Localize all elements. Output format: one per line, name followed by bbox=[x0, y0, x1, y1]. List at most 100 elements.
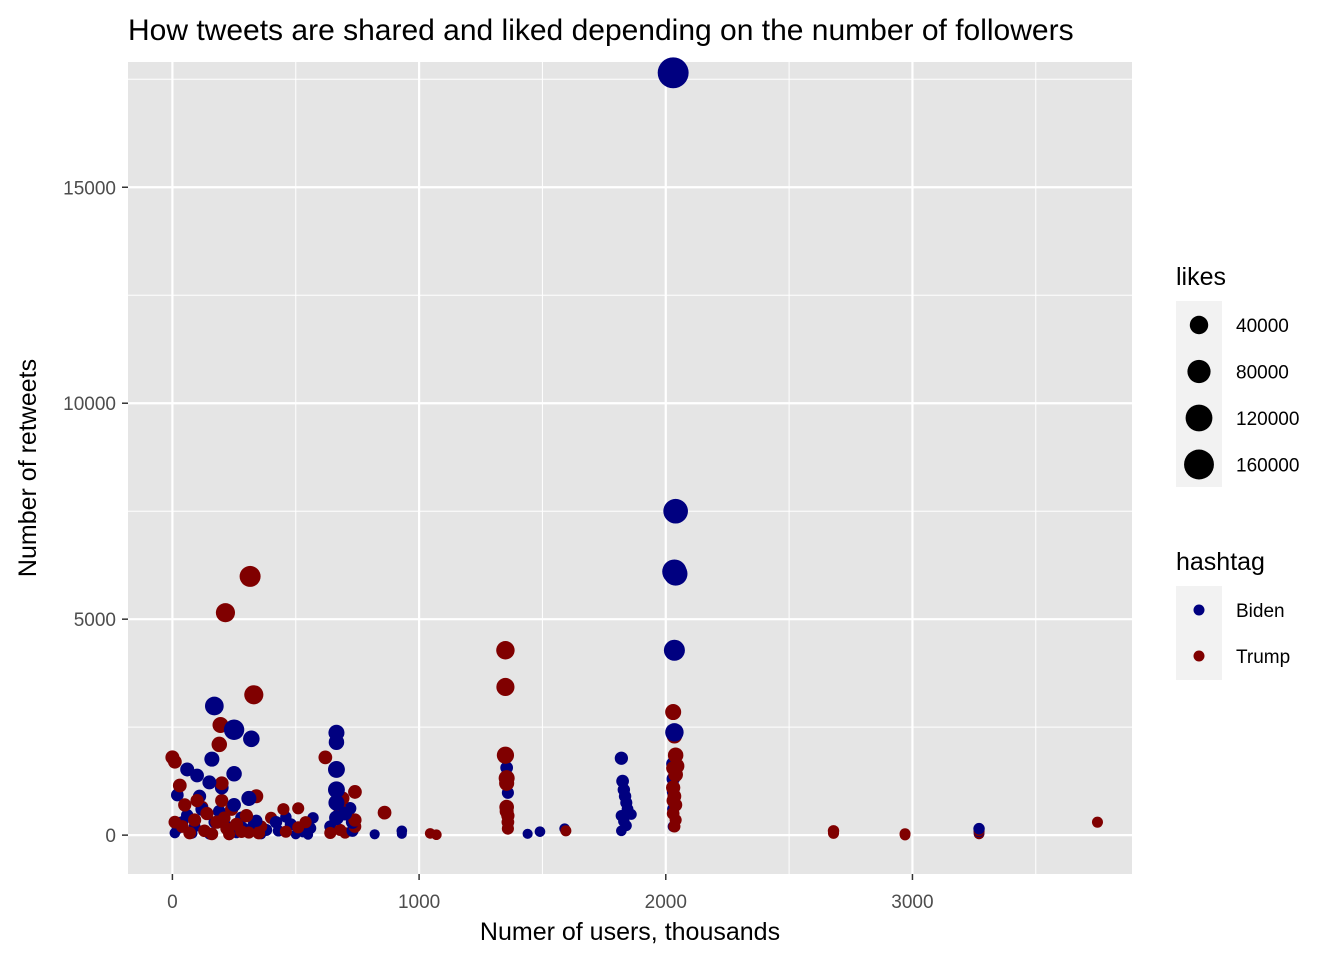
data-point-trump bbox=[292, 821, 305, 834]
data-point-trump bbox=[496, 677, 515, 697]
data-point-trump bbox=[183, 826, 197, 840]
likes-legend-key bbox=[1187, 359, 1211, 384]
data-point-trump bbox=[666, 780, 681, 795]
data-point-trump bbox=[499, 799, 514, 815]
data-point-trump bbox=[210, 815, 224, 829]
likes-legend-label: 80000 bbox=[1236, 363, 1289, 384]
data-point-biden bbox=[618, 790, 632, 803]
y-tick-label: 15000 bbox=[63, 178, 116, 199]
data-point-biden bbox=[369, 829, 380, 840]
likes-legend-label: 40000 bbox=[1236, 316, 1289, 337]
data-point-trump bbox=[560, 825, 572, 837]
hashtag-legend-key-background bbox=[1176, 586, 1222, 680]
data-point-trump bbox=[252, 826, 266, 840]
data-point-trump bbox=[214, 776, 229, 791]
data-point-trump bbox=[239, 809, 254, 823]
data-point-trump bbox=[220, 822, 234, 836]
data-point-trump bbox=[348, 785, 362, 799]
data-point-trump bbox=[168, 815, 182, 829]
data-point-trump bbox=[200, 806, 214, 821]
hashtag-legend-key-trump bbox=[1193, 650, 1205, 662]
data-point-trump bbox=[279, 825, 292, 838]
x-tick-label: 1000 bbox=[398, 892, 440, 913]
data-point-trump bbox=[334, 823, 347, 837]
data-point-biden bbox=[665, 723, 684, 742]
y-tick-label: 5000 bbox=[74, 610, 116, 631]
data-point-trump bbox=[215, 793, 229, 808]
data-point-biden bbox=[973, 822, 985, 835]
data-point-trump bbox=[899, 828, 911, 840]
data-point-biden bbox=[616, 774, 629, 788]
data-point-biden bbox=[250, 814, 263, 828]
data-point-trump bbox=[668, 820, 681, 833]
x-axis-label: Numer of users, thousands bbox=[480, 918, 780, 946]
data-point-biden bbox=[204, 751, 220, 767]
data-point-biden bbox=[396, 825, 408, 837]
data-point-biden bbox=[327, 781, 345, 799]
data-point-biden bbox=[662, 559, 687, 584]
y-tick-label: 0 bbox=[105, 826, 116, 847]
data-point-trump bbox=[377, 805, 392, 820]
data-point-biden bbox=[204, 696, 224, 716]
data-point-biden bbox=[269, 815, 283, 829]
y-tick-label: 10000 bbox=[63, 394, 116, 415]
data-point-trump bbox=[244, 685, 264, 705]
data-point-trump bbox=[229, 817, 244, 831]
data-point-trump bbox=[239, 565, 261, 587]
data-point-trump bbox=[348, 813, 362, 827]
data-point-trump bbox=[187, 813, 202, 827]
data-point-trump bbox=[667, 747, 684, 763]
data-point-biden bbox=[329, 810, 344, 826]
likes-legend-label: 160000 bbox=[1236, 456, 1299, 477]
data-point-biden bbox=[618, 815, 630, 828]
data-point-trump bbox=[205, 827, 219, 841]
major-gridlines bbox=[128, 62, 1132, 874]
data-point-biden bbox=[614, 751, 628, 765]
data-point-trump bbox=[496, 641, 515, 660]
likes-legend-key bbox=[1184, 449, 1214, 480]
data-point-biden bbox=[534, 826, 546, 837]
likes-legend-key bbox=[1185, 404, 1213, 432]
data-point-biden bbox=[223, 719, 245, 740]
data-point-trump bbox=[324, 826, 337, 840]
data-point-biden bbox=[226, 766, 242, 782]
likes-legend-key bbox=[1189, 315, 1209, 335]
plot-panel bbox=[128, 62, 1132, 874]
data-point-biden bbox=[657, 57, 689, 89]
data-point-biden bbox=[522, 828, 533, 839]
data-point-trump bbox=[498, 770, 515, 787]
data-point-biden bbox=[227, 798, 241, 812]
likes-legend-title: likes bbox=[1176, 263, 1226, 291]
data-point-trump bbox=[827, 825, 840, 837]
chart-title: How tweets are shared and liked dependin… bbox=[128, 14, 1074, 47]
data-point-trump bbox=[1091, 816, 1103, 828]
data-point-trump bbox=[215, 603, 236, 623]
y-axis-label: Number of retweets bbox=[14, 359, 42, 577]
data-point-trump bbox=[292, 802, 305, 815]
data-point-biden bbox=[663, 498, 688, 524]
likes-legend: likes 40000 80000 120000 160000 bbox=[1176, 263, 1299, 487]
data-point-biden bbox=[241, 790, 257, 806]
data-point-trump bbox=[277, 803, 290, 816]
x-tick-label: 3000 bbox=[891, 892, 933, 913]
data-point-trump bbox=[431, 829, 442, 841]
data-point-trump bbox=[178, 798, 192, 812]
data-point-biden bbox=[663, 639, 685, 661]
data-point-trump bbox=[318, 750, 333, 765]
data-point-trump bbox=[190, 793, 204, 808]
hashtag-legend-key-biden bbox=[1193, 604, 1205, 616]
data-point-biden bbox=[180, 762, 195, 777]
data-point-biden bbox=[202, 775, 217, 790]
data-point-biden bbox=[328, 794, 345, 811]
data-points bbox=[165, 57, 1103, 841]
data-point-biden bbox=[328, 724, 345, 741]
hashtag-legend-title: hashtag bbox=[1176, 548, 1265, 576]
hashtag-legend-label: Trump bbox=[1236, 647, 1290, 668]
x-tick-label: 0 bbox=[167, 892, 178, 913]
axes: 0 1000 2000 3000 0 5000 10000 15000 bbox=[63, 178, 933, 913]
x-tick-label: 2000 bbox=[645, 892, 687, 913]
hashtag-legend-label: Biden bbox=[1236, 601, 1285, 622]
data-point-trump bbox=[496, 746, 515, 764]
data-point-trump bbox=[665, 704, 682, 721]
